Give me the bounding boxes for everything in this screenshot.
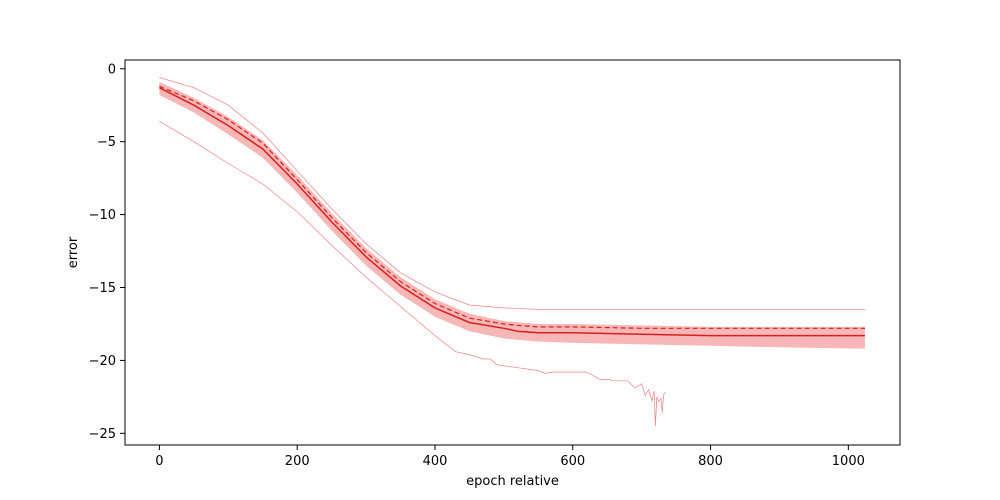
series-line-dashed (159, 85, 865, 329)
x-tick-label-0: 0 (155, 454, 163, 469)
y-tick-label-4: −20 (89, 354, 116, 369)
x-tick-label-5: 1000 (832, 454, 865, 469)
lines-layer (159, 77, 865, 427)
x-tick-label-1: 200 (285, 454, 310, 469)
y-axis: 0 −5 −10 −15 −20 −25 (89, 62, 125, 442)
y-tick-label-0: 0 (108, 62, 116, 77)
x-tick-label-3: 600 (560, 454, 585, 469)
y-tick-label-1: −5 (97, 135, 116, 150)
series-line-mean (159, 87, 865, 337)
y-tick-label-5: −25 (89, 427, 116, 442)
y-axis-label: error (66, 236, 81, 268)
plot-frame (124, 59, 901, 446)
y-tick-label-3: −15 (89, 281, 116, 296)
y-tick-label-2: −10 (89, 208, 116, 223)
series-line-thin-4 (159, 120, 667, 427)
x-axis: 0 200 400 600 800 1000 (155, 445, 865, 469)
confidence-band (159, 81, 865, 349)
series-line-thin-3 (159, 77, 865, 310)
x-tick-label-4: 800 (698, 454, 723, 469)
band-layer (159, 81, 865, 349)
x-axis-label: epoch relative (466, 474, 559, 489)
x-tick-label-2: 400 (423, 454, 448, 469)
